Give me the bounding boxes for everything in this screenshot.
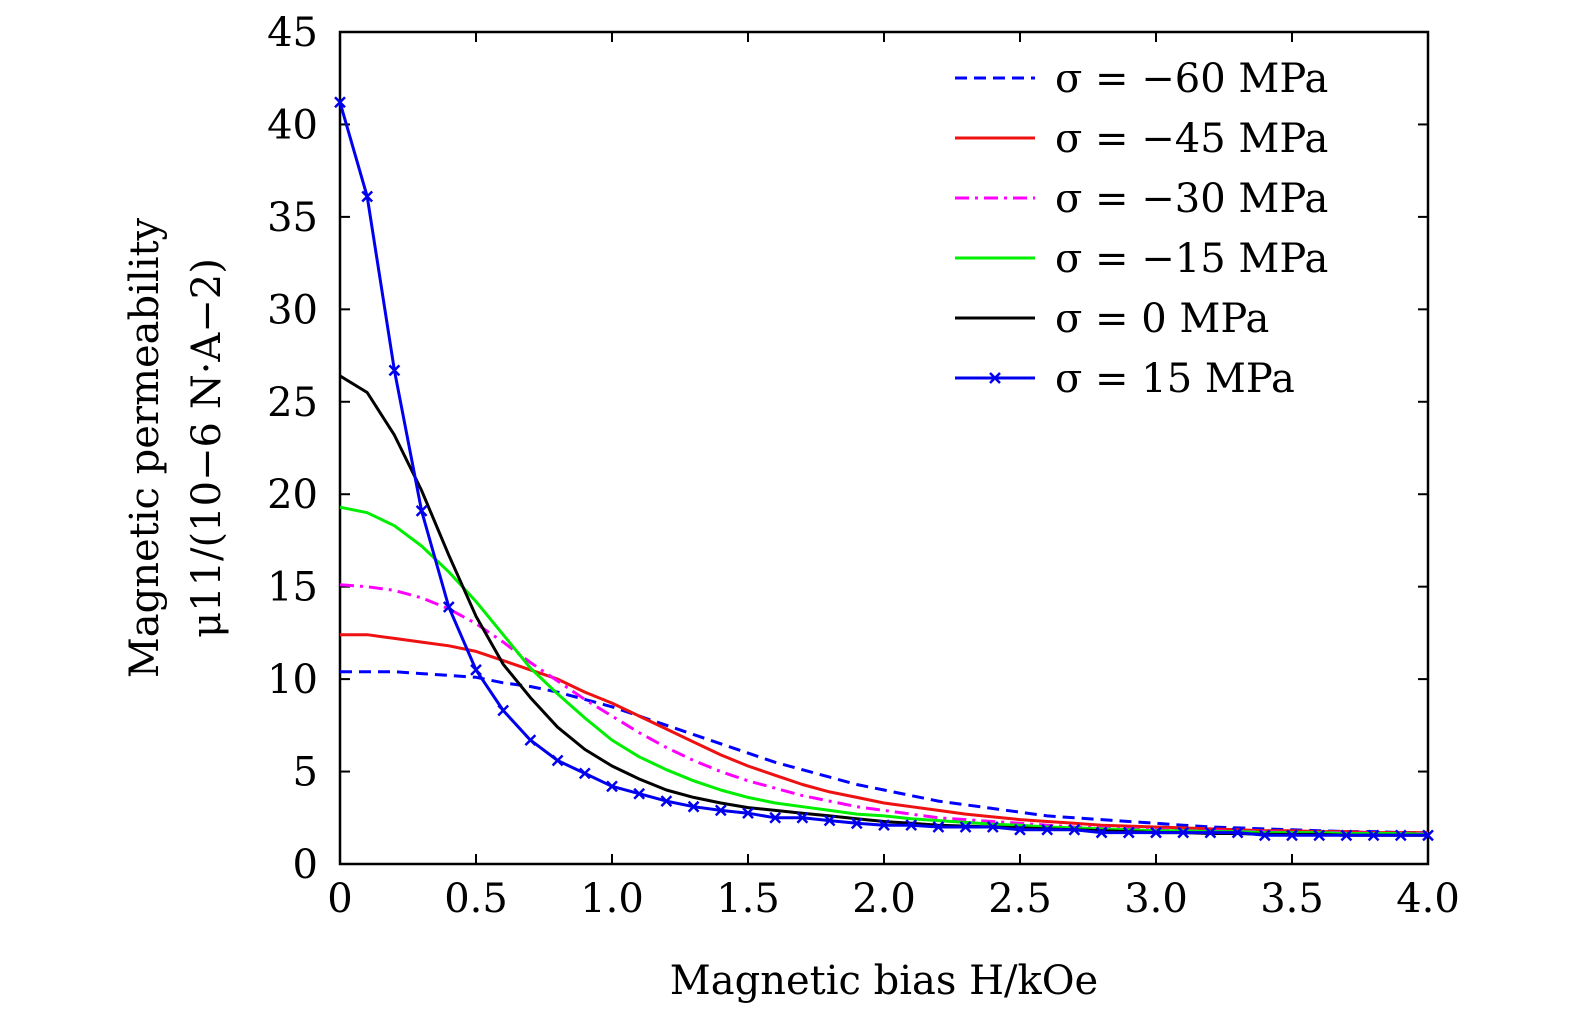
data-point — [1095, 826, 1108, 839]
x-tick-label: 2.5 — [988, 876, 1052, 922]
data-point — [1150, 826, 1162, 839]
y-tick-label: 0 — [293, 842, 318, 888]
data-point — [442, 601, 455, 613]
series-line — [339, 374, 1428, 837]
data-point — [660, 795, 673, 808]
x-axis-title: Magnetic bias H/kOe — [670, 958, 1098, 1004]
data-point — [905, 819, 918, 832]
data-point — [606, 780, 618, 793]
legend-item: σ = −60 MPa — [955, 56, 1328, 102]
data-point — [361, 190, 374, 203]
legend-label: σ = −45 MPa — [1055, 116, 1328, 162]
legend-item: σ = −30 MPa — [955, 176, 1328, 222]
y-axis-title-line2: μ11/(10−6 N·A−2) — [184, 258, 230, 638]
x-tick-label: 4.0 — [1396, 876, 1460, 922]
x-tick-label: 3.0 — [1124, 876, 1188, 922]
series-4 — [339, 374, 1428, 837]
legend-label: σ = −30 MPa — [1055, 176, 1328, 222]
data-point — [1014, 823, 1026, 836]
data-point — [714, 804, 727, 817]
data-point — [1122, 826, 1135, 839]
data-point — [1068, 823, 1081, 836]
data-point — [470, 663, 482, 676]
data-point — [551, 754, 564, 767]
data-point — [959, 821, 972, 833]
data-point — [1340, 829, 1353, 842]
x-tick-label: 0.5 — [444, 876, 508, 922]
series-line — [339, 505, 1429, 836]
legend-marker — [989, 372, 1001, 384]
series-0 — [340, 670, 1428, 835]
data-point — [1041, 823, 1054, 836]
data-point — [1177, 826, 1190, 839]
data-point — [1313, 829, 1326, 842]
y-tick-label: 10 — [267, 657, 318, 703]
data-point — [1367, 829, 1380, 842]
data-point — [986, 821, 999, 833]
data-point — [578, 767, 591, 780]
legend-label: σ = −15 MPa — [1055, 236, 1328, 282]
y-axis-ticks: 0 5 10 15 20 25 30 35 40 45 — [267, 10, 1428, 888]
legend-item: σ = 0 MPa — [955, 296, 1269, 342]
series-layer — [334, 96, 1434, 842]
data-point — [742, 807, 754, 820]
data-point — [633, 787, 646, 800]
legend-item: σ = −15 MPa — [955, 236, 1328, 282]
y-tick-label: 15 — [267, 565, 318, 611]
y-tick-label: 40 — [267, 102, 318, 148]
data-point — [1204, 826, 1217, 839]
x-tick-label: 1.5 — [716, 876, 780, 922]
y-tick-label: 45 — [267, 10, 318, 56]
data-point — [1258, 829, 1271, 842]
series-3 — [339, 505, 1429, 836]
data-point — [497, 704, 510, 717]
y-tick-label: 30 — [267, 287, 318, 333]
series-line — [340, 670, 1428, 835]
data-point — [334, 96, 346, 109]
series-5 — [334, 96, 1434, 842]
data-point — [1286, 829, 1298, 842]
y-tick-label: 25 — [267, 380, 318, 426]
x-axis-ticks: 0 0.5 1.0 1.5 2.0 2.5 3.0 3.5 4.0 — [327, 32, 1460, 922]
data-point — [1231, 826, 1244, 839]
x-tick-label: 3.5 — [1260, 876, 1324, 922]
legend-label: σ = 15 MPa — [1055, 356, 1295, 402]
data-point — [823, 814, 836, 827]
y-tick-label: 20 — [267, 472, 318, 518]
x-tick-label: 2.0 — [852, 876, 916, 922]
data-point — [388, 364, 401, 377]
data-point — [1422, 829, 1434, 842]
data-point — [850, 817, 863, 830]
data-point — [769, 811, 782, 824]
data-point — [687, 800, 700, 813]
data-point — [415, 504, 428, 517]
data-point — [796, 811, 809, 824]
data-point — [932, 821, 945, 833]
legend-item: σ = −45 MPa — [955, 116, 1328, 162]
y-axis-title-line1: Magnetic permeability — [122, 217, 168, 678]
data-point — [1394, 829, 1407, 842]
legend-label: σ = 0 MPa — [1055, 296, 1269, 342]
legend: σ = −60 MPa σ = −45 MPa σ = −30 MPa σ = −15… — [955, 56, 1328, 402]
y-tick-label: 5 — [293, 750, 318, 796]
legend-item: σ = 15 MPa — [955, 356, 1295, 402]
y-tick-label: 35 — [267, 195, 318, 241]
data-point — [524, 734, 537, 747]
x-tick-label: 0 — [327, 876, 352, 922]
data-point — [878, 819, 890, 832]
legend-label: σ = −60 MPa — [1055, 56, 1328, 102]
x-tick-label: 1.0 — [580, 876, 644, 922]
